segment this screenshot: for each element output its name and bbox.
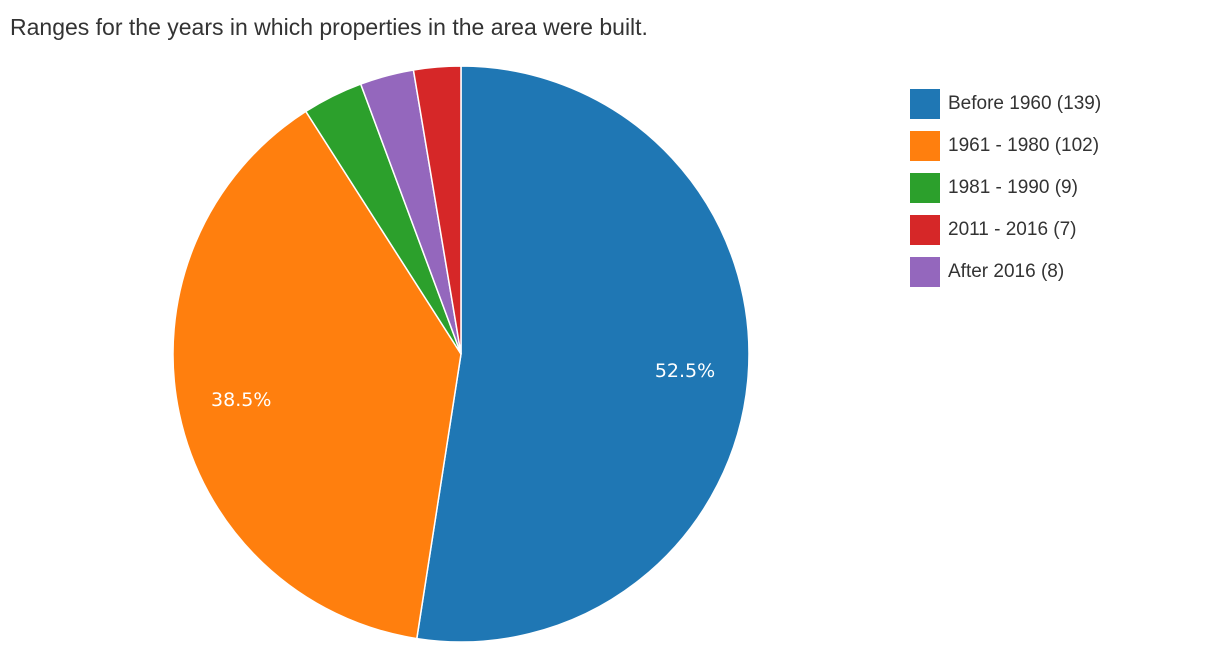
pie-slice-before-1960-139[interactable] (415, 65, 750, 643)
legend-item-after-2016[interactable]: After 2016 (8) (910, 257, 1101, 287)
legend-label: After 2016 (8) (948, 261, 1065, 282)
slice-percent-label: 38.5% (211, 389, 271, 411)
legend-label: 2011 - 2016 (7) (948, 219, 1077, 240)
legend-label: 1981 - 1990 (9) (948, 177, 1078, 198)
legend-swatch (910, 257, 940, 287)
legend-label: Before 1960 (139) (948, 93, 1102, 114)
legend-label: 1961 - 1980 (102) (948, 135, 1100, 156)
legend-item-1961-1980[interactable]: 1961 - 1980 (102) (910, 131, 1101, 161)
legend-swatch (910, 215, 940, 245)
legend-swatch (910, 131, 940, 161)
chart-title: Ranges for the years in which properties… (10, 14, 648, 40)
slice-percent-label: 52.5% (655, 360, 715, 382)
legend-swatch (910, 89, 940, 119)
legend: Before 1960 (139) 1961 - 1980 (102) 1981… (910, 89, 1101, 299)
pie-slice-2011-2016-7[interactable] (412, 65, 462, 355)
legend-item-2011-2016[interactable]: 2011 - 2016 (7) (910, 215, 1101, 245)
pie-slice-1961-1980-102[interactable] (172, 110, 462, 640)
legend-item-before-1960[interactable]: Before 1960 (139) (910, 89, 1101, 119)
legend-item-1981-1990[interactable]: 1981 - 1990 (9) (910, 173, 1101, 203)
legend-swatch (910, 173, 940, 203)
